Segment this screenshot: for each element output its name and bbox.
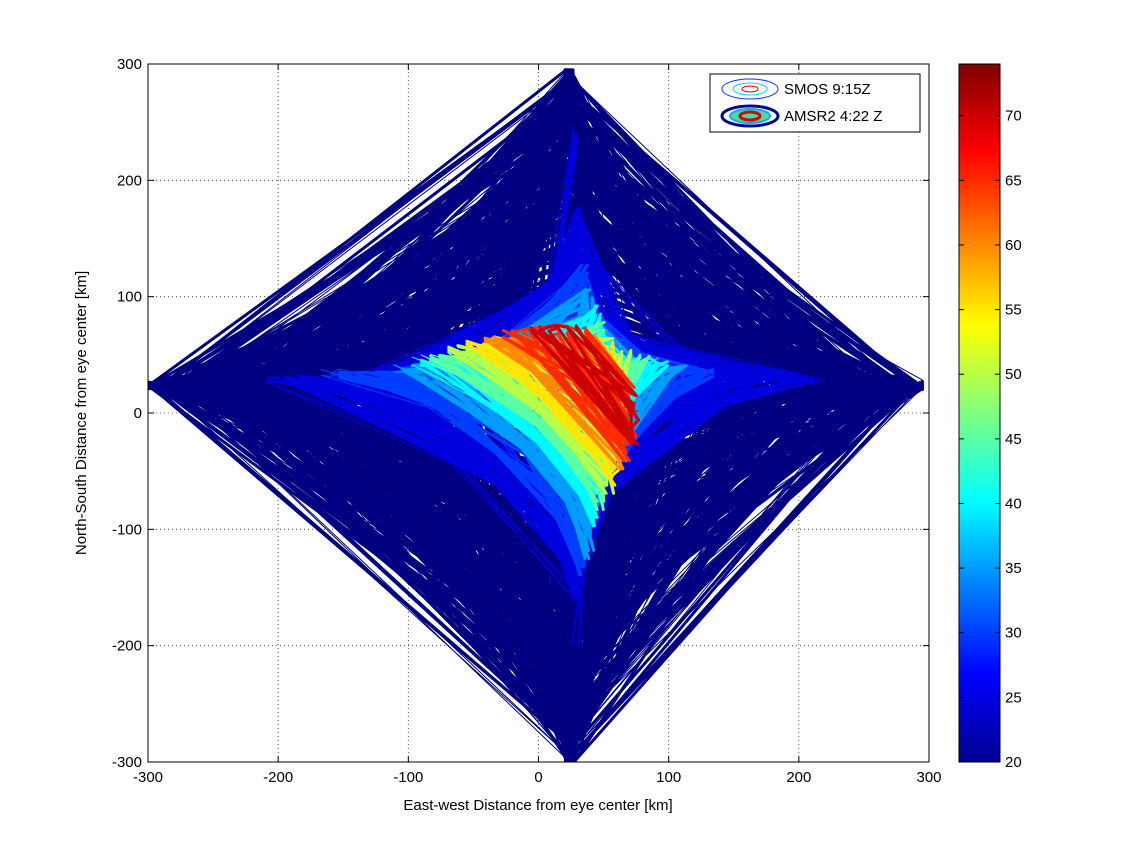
amsr2-contour-line [529, 323, 640, 446]
contour-lines [148, 68, 924, 762]
colorbar-tick-label: 50 [1005, 366, 1022, 383]
x-tick-label: 0 [534, 769, 542, 786]
y-tick-label: 300 [117, 56, 142, 73]
y-tick-label: -100 [112, 521, 142, 538]
x-tick-label: 200 [786, 769, 811, 786]
colorbar-tick-label: 40 [1005, 495, 1022, 512]
x-tick-label: -300 [133, 769, 163, 786]
colorbar-tick-label: 65 [1005, 172, 1022, 189]
x-axis-ticks: -300 -200 -100 0 100 200 300 [133, 64, 942, 786]
x-tick-label: -100 [393, 769, 423, 786]
colorbar-tick-label: 45 [1005, 431, 1022, 448]
legend-swatch-amsr2 [720, 104, 780, 128]
y-axis-ticks: -300 -200 -100 0 100 200 300 [112, 56, 929, 771]
colorbar-tick-label: 35 [1005, 560, 1022, 577]
legend-label-smos: SMOS 9:15Z [784, 81, 871, 98]
x-axis-label: East-west Distance from eye center [km] [403, 797, 672, 814]
colorbar-tick-label: 25 [1005, 689, 1022, 706]
x-tick-label: -200 [263, 769, 293, 786]
x-tick-label: 100 [656, 769, 681, 786]
colorbar-tick-label: 20 [1005, 754, 1022, 771]
colorbar-tick-label: 55 [1005, 302, 1022, 319]
y-tick-label: -200 [112, 638, 142, 655]
colorbar-tick-label: 30 [1005, 625, 1022, 642]
legend: SMOS 9:15Z AMSR2 4:22 Z [709, 73, 921, 133]
y-tick-label: 100 [117, 289, 142, 306]
y-tick-label: 0 [134, 405, 142, 422]
legend-label-amsr2: AMSR2 4:22 Z [784, 108, 882, 125]
y-axis-label: North-South Distance from eye center [km… [73, 271, 90, 555]
legend-swatch-smos [721, 78, 779, 100]
colorbar-tick-label: 60 [1005, 237, 1022, 254]
x-tick-label: 300 [916, 769, 941, 786]
y-tick-label: -300 [112, 754, 142, 771]
colorbar-tick-label: 70 [1005, 108, 1022, 125]
colorbar [958, 63, 1001, 763]
y-tick-label: 200 [117, 172, 142, 189]
colorbar-ticks: 20 25 30 35 40 45 50 55 60 65 70 [959, 108, 1022, 771]
